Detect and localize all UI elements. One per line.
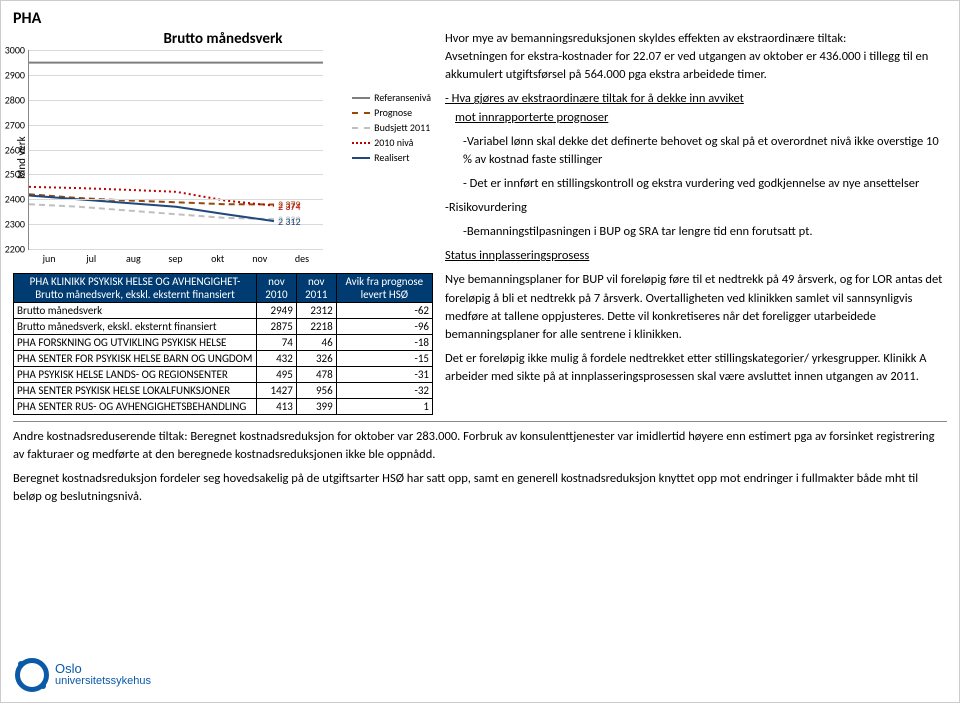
chart-plot: ReferansenivåPrognoseBudsjett 20112010 n… — [28, 50, 323, 250]
u1: - Hva gjøres av ekstraordinære tiltak fo… — [445, 91, 744, 106]
table-row: PHA FORSKNING OG UTVIKLING PSYKISK HELSE… — [14, 335, 433, 351]
chart-xticks: junjulaugsepoktnovdes — [28, 250, 323, 265]
table-row: PHA SENTER RUS- OG AVHENGIGHETSBEHANDLIN… — [14, 399, 433, 415]
u1b: mot innrapporterte prognoser — [455, 110, 608, 125]
status-hdr: Status innplasseringsprosess — [445, 247, 947, 265]
data-table: PHA KLINIKK PSYKISK HELSE OG AVHENGIGHET… — [13, 273, 433, 415]
risk-hdr: -Risikovurdering — [445, 199, 947, 217]
logo-line1: Oslo — [55, 662, 151, 676]
bullet2: - Det er innført en stillingskontroll og… — [463, 175, 947, 193]
bottom1: Andre kostnadsreduserende tiltak: Beregn… — [13, 428, 947, 464]
bullet1: -Variabel lønn skal dekke det definerte … — [463, 133, 947, 169]
bottom2: Beregnet kostnadsreduksjon fordeler seg … — [13, 470, 947, 506]
table-row: Brutto månedsverk29492312-62 — [14, 303, 433, 319]
intro-a: Avsetningen for ekstra-kostnader for 22.… — [445, 49, 928, 82]
narrative: Hvor mye av bemanningsreduksjonen skylde… — [445, 30, 947, 415]
logo: Oslo universitetssykehus — [15, 658, 151, 692]
chart-title: Brutto månedsverk — [13, 30, 433, 48]
col-header-name: PHA KLINIKK PSYKISK HELSE OG AVHENGIGHET… — [14, 274, 257, 303]
logo-text: Oslo universitetssykehus — [55, 662, 151, 687]
table-row: PHA SENTER FOR PSYKISK HELSE BARN OG UNG… — [14, 351, 433, 367]
col-header-2010: nov 2010 — [257, 274, 297, 303]
table-row: PHA SENTER PSYKISK HELSE LOKALFUNKSJONER… — [14, 383, 433, 399]
chart-legend: ReferansenivåPrognoseBudsjett 20112010 n… — [352, 90, 431, 165]
col-header-avvik: Avik fra prognose levert HSØ — [336, 274, 432, 303]
status2: Det er foreløpig ikke mulig å fordele ne… — [445, 350, 947, 386]
table-row: PHA PSYKISK HELSE LANDS- OG REGIONSENTER… — [14, 367, 433, 383]
bottom1-u: Andre kostnadsreduserende tiltak: — [13, 429, 188, 444]
logo-icon — [15, 658, 49, 692]
separator — [13, 421, 947, 422]
col-header-2011: nov 2011 — [296, 274, 336, 303]
page-title: PHA — [13, 9, 947, 28]
table-row: Brutto månedsverk, ekskl. eksternt finan… — [14, 319, 433, 335]
logo-line2: universitetssykehus — [55, 676, 151, 688]
bottom-text: Andre kostnadsreduserende tiltak: Beregn… — [13, 428, 947, 507]
risk1: -Bemanningstilpasningen i BUP og SRA tar… — [463, 223, 947, 241]
intro-q: Hvor mye av bemanningsreduksjonen skylde… — [445, 31, 846, 46]
chart-ylabel: Mnd verk — [13, 50, 28, 265]
status1: Nye bemanningsplaner for BUP vil foreløp… — [445, 271, 947, 344]
